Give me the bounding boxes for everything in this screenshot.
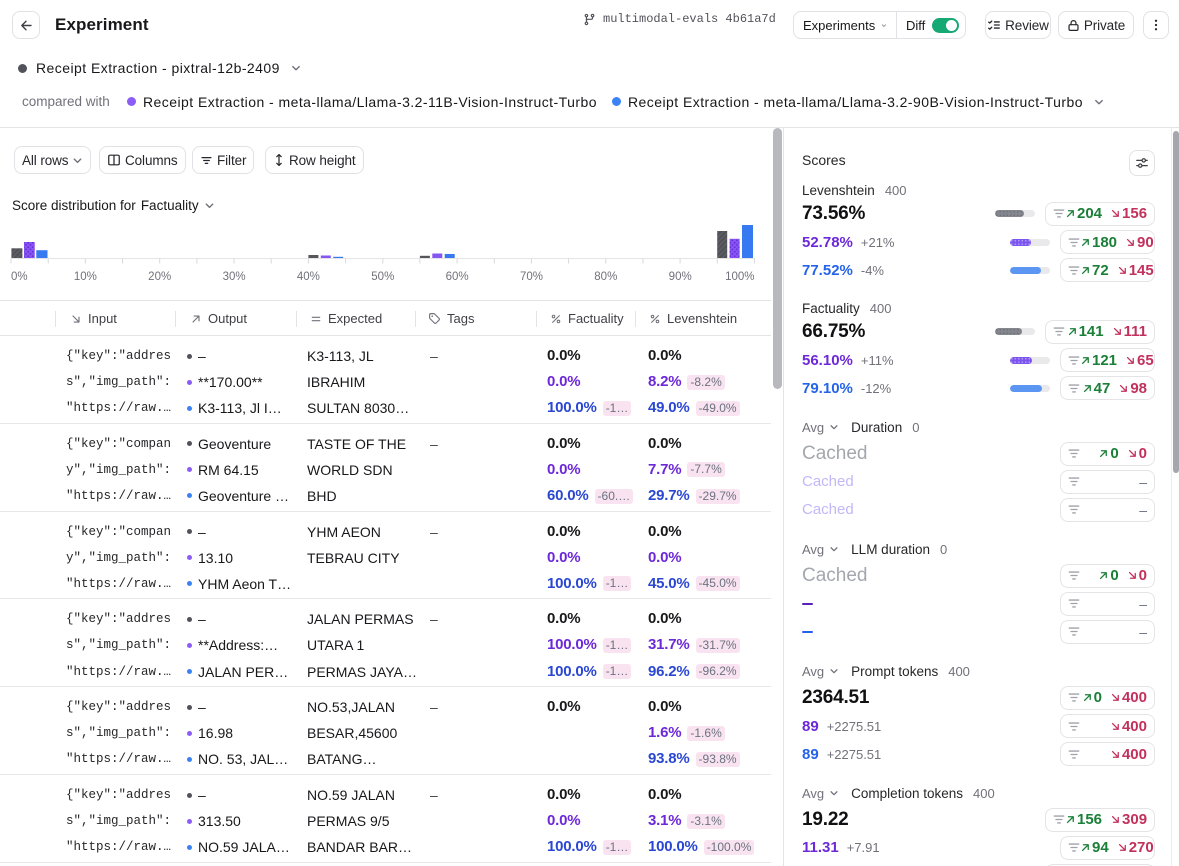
svg-text:60%: 60% <box>446 271 469 283</box>
svg-text:30%: 30% <box>223 271 246 283</box>
svg-text:90%: 90% <box>669 271 692 283</box>
svg-text:40%: 40% <box>297 271 320 283</box>
svg-text:50%: 50% <box>371 271 394 283</box>
svg-text:100%: 100% <box>725 271 754 283</box>
svg-text:20%: 20% <box>148 271 171 283</box>
svg-text:80%: 80% <box>594 271 617 283</box>
svg-text:70%: 70% <box>520 271 543 283</box>
svg-text:0%: 0% <box>11 271 28 283</box>
svg-text:10%: 10% <box>74 271 97 283</box>
